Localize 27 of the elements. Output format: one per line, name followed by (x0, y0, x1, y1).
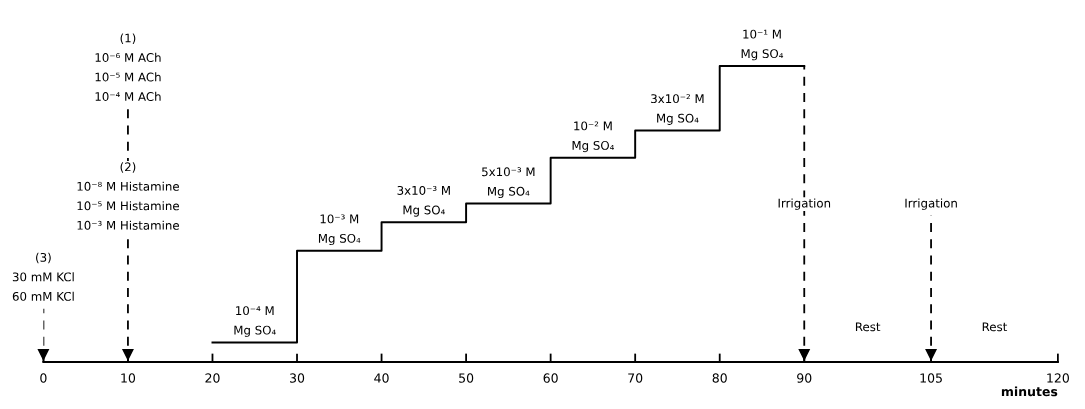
x-tick-label: 30 (290, 373, 305, 383)
annotation: (1) 10⁻⁶ M ACh 10⁻⁵ M ACh 10⁻⁴ M ACh (95, 33, 161, 102)
x-axis-title: minutes (1001, 386, 1058, 397)
x-tick-label: 120 (1047, 373, 1069, 383)
annotation: Rest (982, 322, 1008, 332)
annotation: 10⁻¹ M Mg SO₄ (741, 29, 784, 61)
annotation: 3x10⁻³ M Mg SO₄ (397, 185, 450, 217)
annotation: 10⁻² M Mg SO₄ (572, 121, 615, 153)
x-tick-label: 105 (920, 373, 942, 383)
annotation: 10⁻⁴ M Mg SO₄ (234, 306, 276, 337)
x-tick-label: 50 (459, 373, 474, 383)
annotation: (3) 30 mM KCl 60 mM KCl (12, 252, 74, 301)
x-tick-label: 40 (374, 373, 389, 383)
x-tick-label: 20 (205, 373, 220, 383)
x-tick-label: 60 (543, 373, 558, 383)
x-tick-label: 90 (797, 373, 812, 383)
annotation: Irrigation (905, 198, 957, 210)
annotation: (2) 10⁻⁸ M Histamine 10⁻⁵ M Histamine 10⁻³ M Histamine (77, 162, 179, 230)
annotation: 5x10⁻³ M Mg SO₄ (482, 167, 535, 199)
x-tick-label: 70 (628, 373, 643, 383)
x-tick-label: 80 (712, 373, 727, 383)
x-tick-label: 10 (121, 373, 136, 383)
annotation: 3x10⁻² M Mg SO₄ (651, 94, 704, 125)
annotation: Rest (855, 322, 881, 332)
x-tick-label: 0 (40, 373, 47, 383)
annotation: 10⁻³ M Mg SO₄ (318, 214, 361, 246)
annotation: Irrigation (778, 198, 831, 210)
